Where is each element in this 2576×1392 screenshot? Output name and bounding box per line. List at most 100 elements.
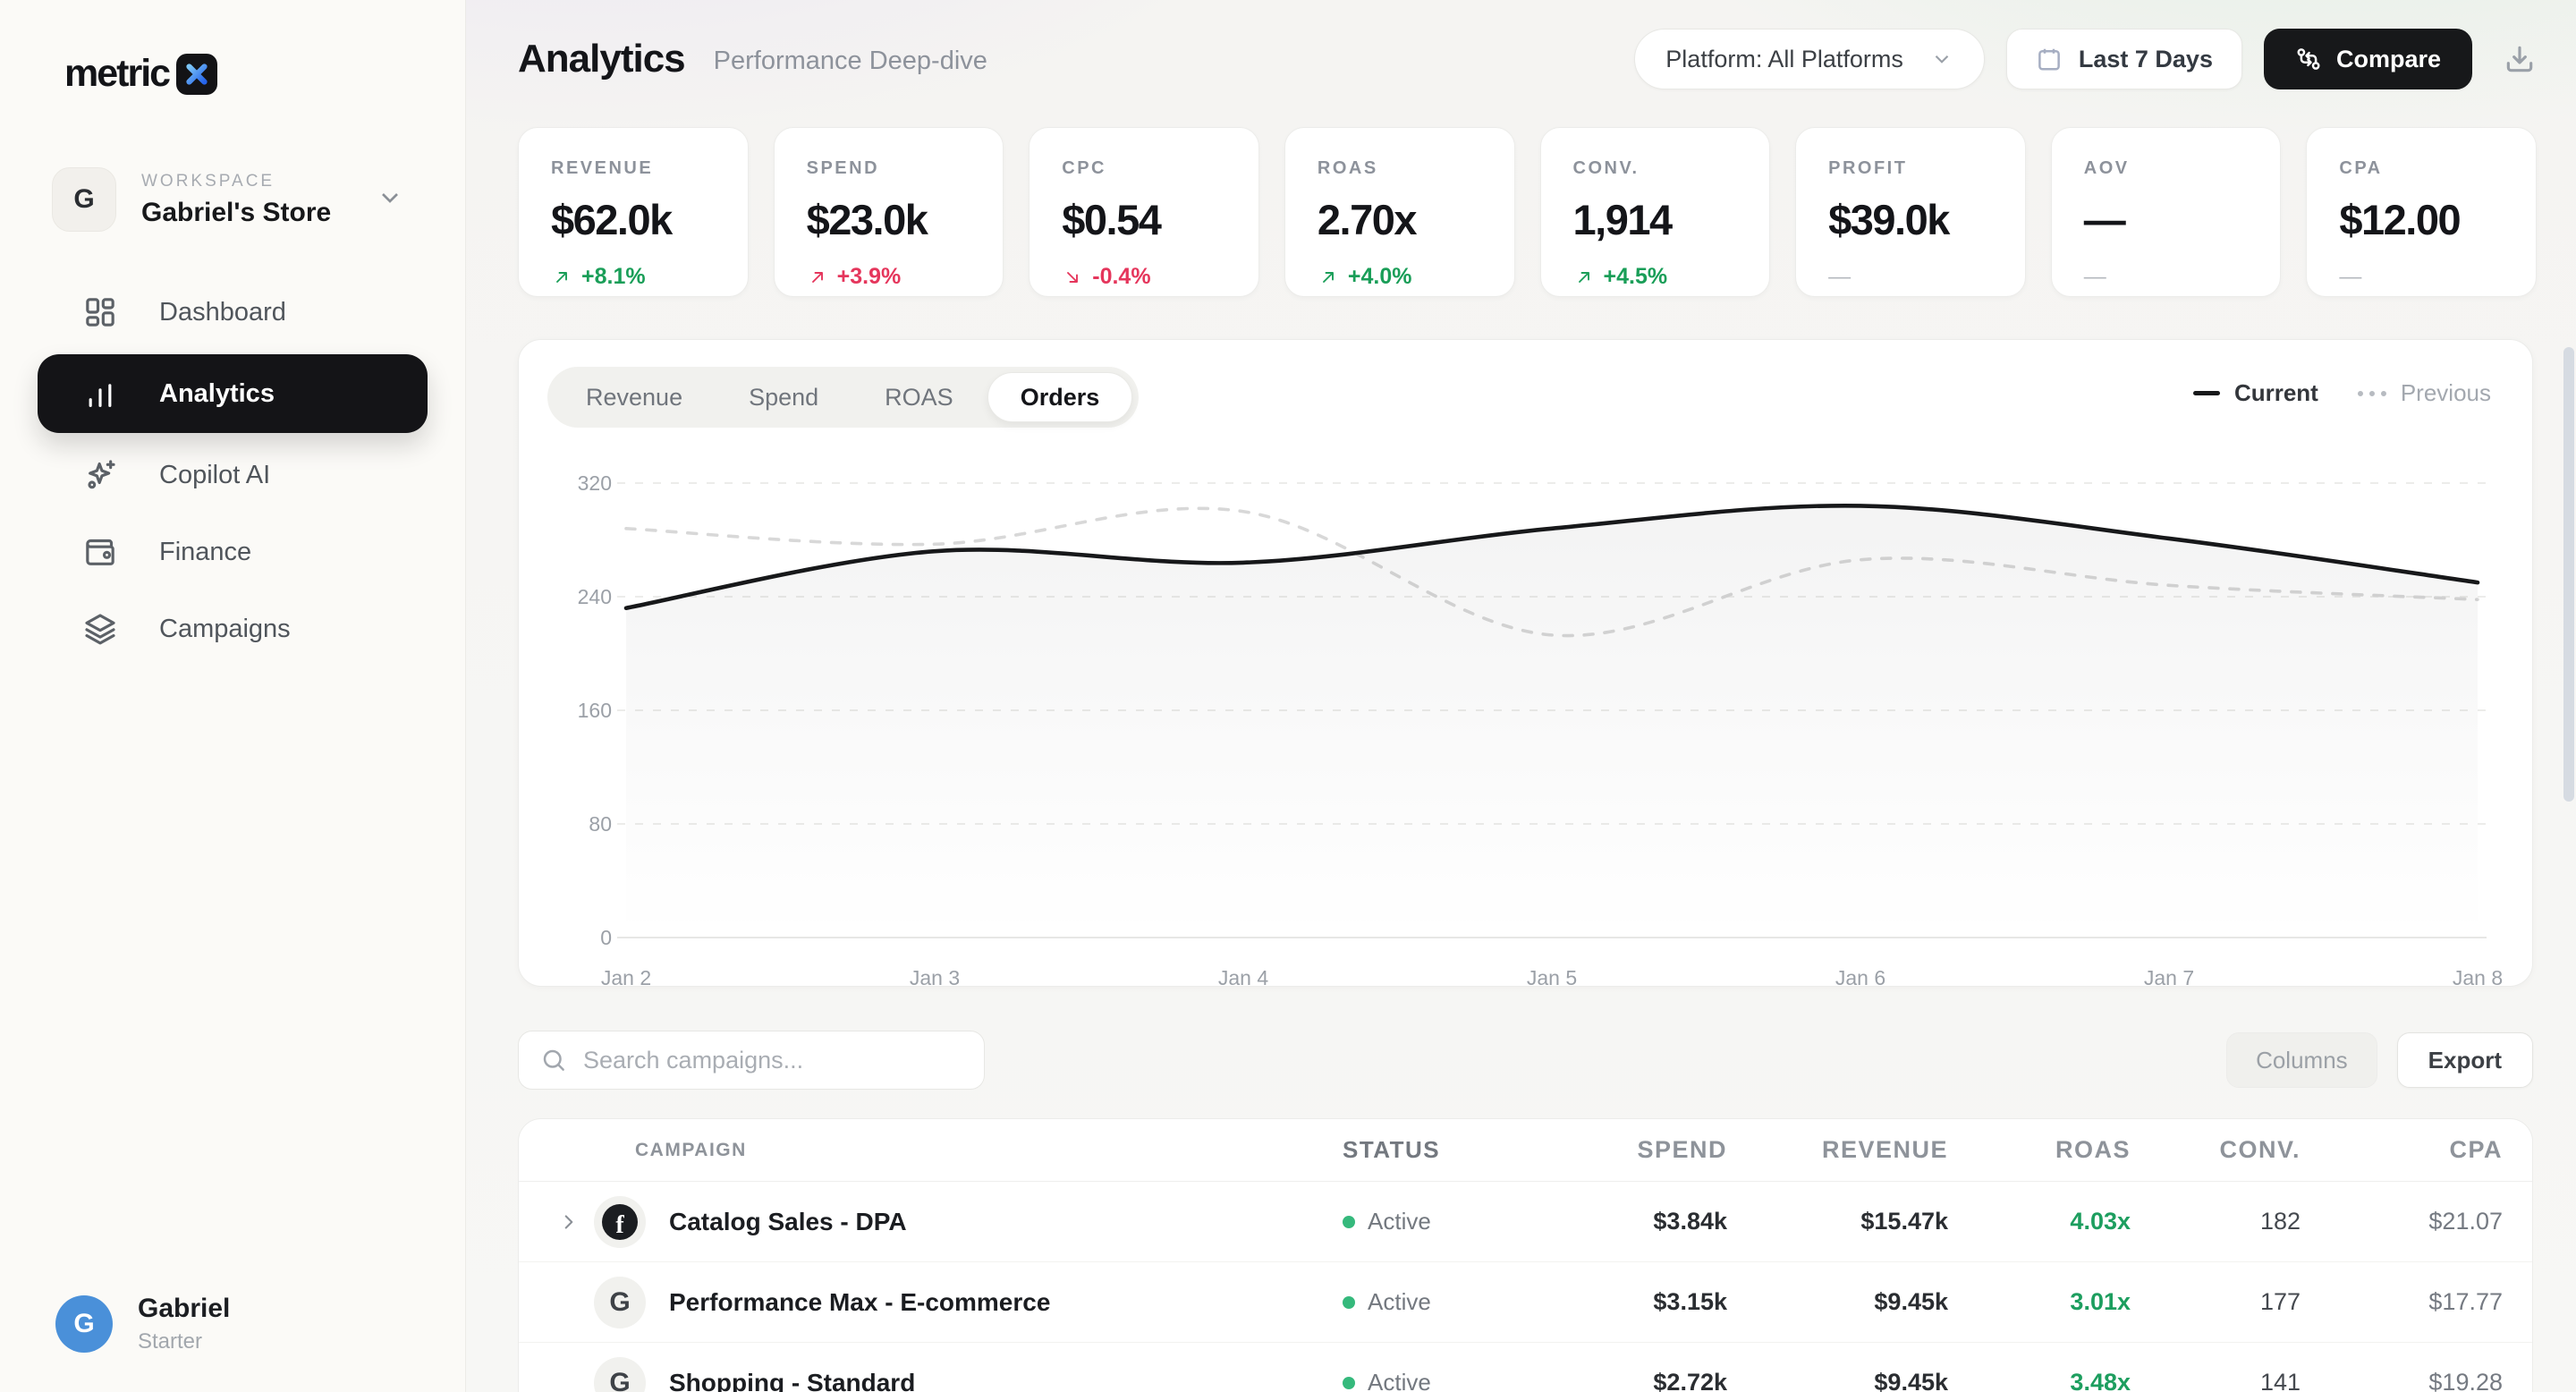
user-avatar: G [55, 1295, 113, 1353]
dashboard-icon [82, 294, 118, 330]
column-header-campaign[interactable]: CAMPAIGN [635, 1139, 747, 1160]
search-input[interactable] [583, 1046, 962, 1074]
tab-roas[interactable]: ROAS [885, 384, 953, 411]
table-row[interactable]: f Catalog Sales - DPA Active $3.84k $15.47k 4… [519, 1182, 2532, 1262]
export-button[interactable]: Export [2396, 1032, 2533, 1088]
kpi-value: $62.0k [551, 196, 673, 243]
table-row[interactable]: G Performance Max - E-commerce Active $3.15… [519, 1262, 2532, 1343]
y-tick-label: 0 [600, 926, 612, 949]
column-header-revenue[interactable]: REVENUE [1821, 1136, 1948, 1163]
sidebar-item-campaigns[interactable]: Campaigns [38, 594, 428, 664]
kpi-delta: — [1828, 264, 1852, 289]
google-icon: G [594, 1356, 646, 1392]
campaign-name: Catalog Sales - DPA [669, 1207, 907, 1235]
page-subtitle: Performance Deep-dive [713, 46, 987, 75]
kpi-delta: -0.4% [1062, 264, 1226, 290]
scrollbar-thumb[interactable] [2563, 347, 2574, 802]
cell-conv: 177 [2259, 1288, 2301, 1315]
sidebar-item-copilot-ai[interactable]: Copilot AI [38, 440, 428, 510]
kpi-card-cpc: CPC $0.54 -0.4% [1029, 127, 1259, 297]
calendar-icon [2036, 46, 2063, 72]
cell-cpa: $19.28 [2428, 1369, 2503, 1392]
platform-filter-select[interactable]: Platform: All Platforms [1634, 29, 1985, 89]
brand-name: metric [64, 52, 171, 95]
x-tick-label: Jan 4 [1217, 966, 1269, 989]
kpi-card-conv: CONV. 1,914 +4.5% [1539, 127, 1771, 297]
kpi-value: $39.0k [1828, 196, 1950, 243]
sidebar-item-finance[interactable]: Finance [38, 517, 428, 587]
campaign-name: Performance Max - E-commerce [669, 1287, 1051, 1316]
column-header-status[interactable]: STATUS [1343, 1136, 1441, 1163]
kpi-label: PROFIT [1828, 158, 1908, 178]
x-tick-label: Jan 6 [1835, 966, 1886, 989]
cell-spend: $3.15k [1653, 1288, 1727, 1315]
tab-revenue[interactable]: Revenue [586, 384, 683, 411]
arrow-up-right-icon [551, 267, 572, 288]
sidebar-item-label: Copilot AI [159, 460, 271, 489]
x-tick-label: Jan 5 [1526, 966, 1578, 989]
status-dot [1343, 1215, 1355, 1228]
kpi-card-aov: AOV — — [2050, 127, 2282, 297]
brand-logo: metric [64, 52, 218, 96]
sidebar-item-label: Analytics [159, 378, 275, 408]
arrow-down-right-icon [1062, 267, 1083, 288]
campaign-name: Shopping - Standard [669, 1368, 916, 1392]
cell-roas: 4.03x [2070, 1208, 2131, 1235]
sidebar-item-label: Dashboard [159, 297, 286, 327]
kpi-label: CPC [1062, 158, 1106, 178]
cell-conv: 182 [2259, 1208, 2301, 1235]
kpi-label: ROAS [1317, 158, 1378, 178]
column-header-spend[interactable]: SPEND [1637, 1136, 1727, 1163]
workspace-selector[interactable]: G WORKSPACE Gabriel's Store [52, 165, 429, 234]
columns-button[interactable]: Columns [2226, 1032, 2377, 1088]
table-body: f Catalog Sales - DPA Active $3.84k $15.47k 4… [519, 1182, 2532, 1392]
sparkles-icon [82, 457, 118, 493]
tab-spend[interactable]: Spend [749, 384, 819, 411]
chevron-down-icon [1930, 47, 1953, 71]
cell-roas: 3.01x [2070, 1288, 2131, 1315]
kpi-delta: +4.0% [1318, 264, 1482, 290]
search-icon [540, 1047, 567, 1074]
sidebar-item-analytics[interactable]: Analytics [38, 354, 428, 433]
chevron-right-icon[interactable] [557, 1210, 580, 1234]
download-button[interactable] [2503, 42, 2537, 76]
kpi-label: CONV. [1572, 158, 1640, 178]
user-profile[interactable]: G Gabriel Starter [55, 1294, 230, 1354]
column-header-conv[interactable]: CONV. [2219, 1136, 2301, 1163]
status-label: Active [1368, 1288, 1431, 1315]
sidebar-item-label: Campaigns [159, 614, 291, 643]
chevron-down-icon [376, 183, 404, 216]
user-name: Gabriel [138, 1294, 231, 1323]
kpi-delta: +3.9% [807, 264, 971, 290]
compare-button[interactable]: Compare [2263, 29, 2472, 89]
status-dot [1343, 1295, 1355, 1309]
sidebar-item-dashboard[interactable]: Dashboard [38, 277, 428, 347]
user-plan: Starter [138, 1329, 203, 1354]
cell-revenue: $9.45k [1874, 1369, 1948, 1392]
y-tick-label: 240 [577, 585, 612, 608]
legend-current[interactable]: Current [2192, 379, 2318, 407]
cell-revenue: $15.47k [1860, 1208, 1948, 1235]
y-tick-label: 80 [589, 812, 612, 836]
workspace-label: WORKSPACE [141, 171, 275, 191]
kpi-card-revenue: REVENUE $62.0k +8.1% [518, 127, 749, 297]
kpi-label: REVENUE [551, 158, 654, 178]
arrow-up-right-icon [1318, 267, 1339, 288]
date-range-button[interactable]: Last 7 Days [2005, 29, 2242, 89]
kpi-delta: +8.1% [551, 264, 716, 290]
kpi-value: 2.70x [1317, 196, 1418, 243]
kpi-value: $12.00 [2339, 196, 2461, 243]
arrow-up-right-icon [1573, 267, 1595, 288]
kpi-label: AOV [2083, 158, 2130, 178]
kpi-label: CPA [2339, 158, 2383, 178]
column-header-roas[interactable]: ROAS [2055, 1136, 2131, 1163]
table-row[interactable]: G Shopping - Standard Active $2.72k $9.45k 3.… [519, 1343, 2532, 1392]
tab-orders[interactable]: Orders [987, 372, 1133, 422]
column-header-cpa[interactable]: CPA [2449, 1136, 2503, 1163]
wallet-icon [82, 534, 118, 570]
y-tick-label: 320 [577, 471, 612, 495]
facebook-icon: f [594, 1195, 646, 1248]
legend-previous[interactable]: Previous [2357, 379, 2491, 407]
x-tick-label: Jan 8 [2452, 966, 2504, 989]
